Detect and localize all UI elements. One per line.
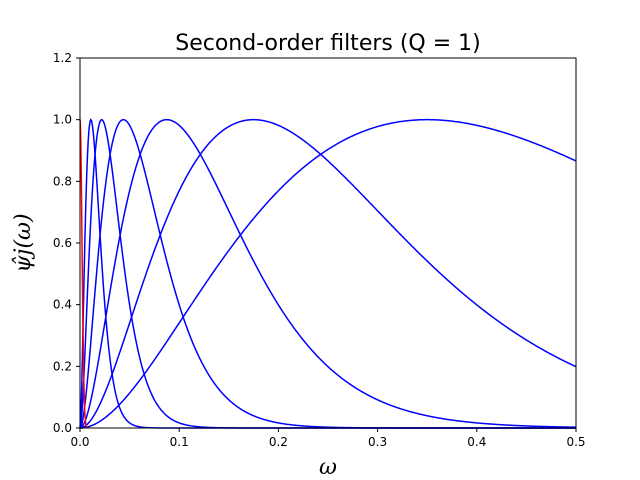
plot-frame: [79, 57, 577, 429]
x-tick-label: 0.5: [566, 435, 585, 449]
y-axis-label: ψ̂j(ω): [11, 213, 36, 272]
y-axis-ticks: 0.0 0.2 0.4 0.6 0.8 1.0 1.2: [53, 51, 80, 435]
x-axis-label: ω: [319, 455, 337, 480]
y-tick-label: 0.6: [53, 236, 72, 250]
bandpass-filter-curve-6: [79, 117, 576, 429]
x-tick-label: 0.3: [368, 435, 387, 449]
bandpass-filter-curve-1: [79, 118, 577, 429]
x-tick-label: 0.0: [70, 435, 89, 449]
bandpass-filter-curve-2: [79, 118, 577, 429]
x-tick-label: 0.2: [269, 435, 288, 449]
bandpass-filter-curve-3: [79, 118, 577, 429]
bandpass-filter-curve-5: [79, 118, 576, 429]
lowpass-filter-curve: [79, 119, 89, 429]
x-tick-label: 0.1: [170, 435, 189, 449]
y-tick-label: 0.4: [53, 298, 72, 312]
plot-area: [79, 117, 577, 429]
chart-title: Second-order filters (Q = 1): [175, 31, 481, 56]
y-tick-label: 1.2: [53, 51, 72, 65]
y-tick-label: 0.2: [53, 359, 72, 373]
x-axis-ticks: 0.0 0.1 0.2 0.3 0.4 0.5: [70, 428, 586, 449]
y-tick-label: 1.0: [53, 113, 72, 127]
x-tick-label: 0.4: [467, 435, 486, 449]
y-tick-label: 0.8: [53, 174, 72, 188]
y-tick-label: 0.0: [53, 421, 72, 435]
bandpass-filter-curve-4: [79, 118, 576, 429]
